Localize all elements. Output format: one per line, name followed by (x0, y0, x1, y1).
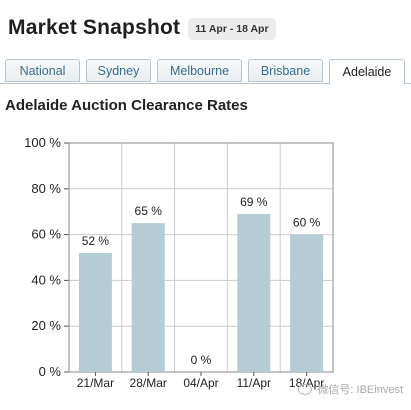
page-header: Market Snapshot 11 Apr - 18 Apr (8, 13, 276, 43)
watermark-text: 微信号: IBEinvest (317, 384, 403, 396)
date-range-badge: 11 Apr - 18 Apr (188, 17, 276, 40)
x-tick-label: 11/Apr (237, 376, 271, 390)
x-tick-label: 18/Apr (289, 376, 324, 390)
data-label: 0 % (191, 353, 212, 367)
data-label: 69 % (240, 195, 268, 209)
y-tick-label: 0 % (39, 364, 62, 379)
bar (290, 234, 324, 372)
y-tick-label: 80 % (31, 181, 61, 196)
watermark: 微信号: IBEinvest (298, 381, 403, 397)
x-tick-label: 04/Apr (183, 376, 218, 390)
bar (131, 223, 165, 372)
data-label: 60 % (293, 216, 321, 230)
y-tick-label: 100 % (24, 135, 61, 150)
city-tabs: National Sydney Melbourne Brisbane Adela… (0, 59, 411, 85)
bar (237, 213, 271, 372)
tab-national[interactable]: National (5, 59, 80, 82)
data-label: 52 % (82, 234, 110, 248)
page-title: Market Snapshot (8, 16, 181, 39)
data-label: 65 % (135, 204, 163, 218)
x-tick-label: 21/Mar (77, 376, 114, 390)
y-tick-label: 60 % (31, 227, 61, 242)
tab-sydney[interactable]: Sydney (86, 59, 151, 82)
tab-adelaide[interactable]: Adelaide (329, 59, 405, 85)
tab-melbourne[interactable]: Melbourne (157, 59, 242, 82)
bar (78, 252, 112, 372)
tabs-divider (0, 83, 411, 84)
y-tick-label: 40 % (31, 272, 61, 287)
wechat-icon (298, 383, 313, 395)
x-tick-label: 28/Mar (130, 376, 167, 390)
chart-title: Adelaide Auction Clearance Rates (5, 97, 248, 114)
y-tick-label: 20 % (31, 318, 61, 333)
tab-brisbane[interactable]: Brisbane (248, 59, 323, 82)
